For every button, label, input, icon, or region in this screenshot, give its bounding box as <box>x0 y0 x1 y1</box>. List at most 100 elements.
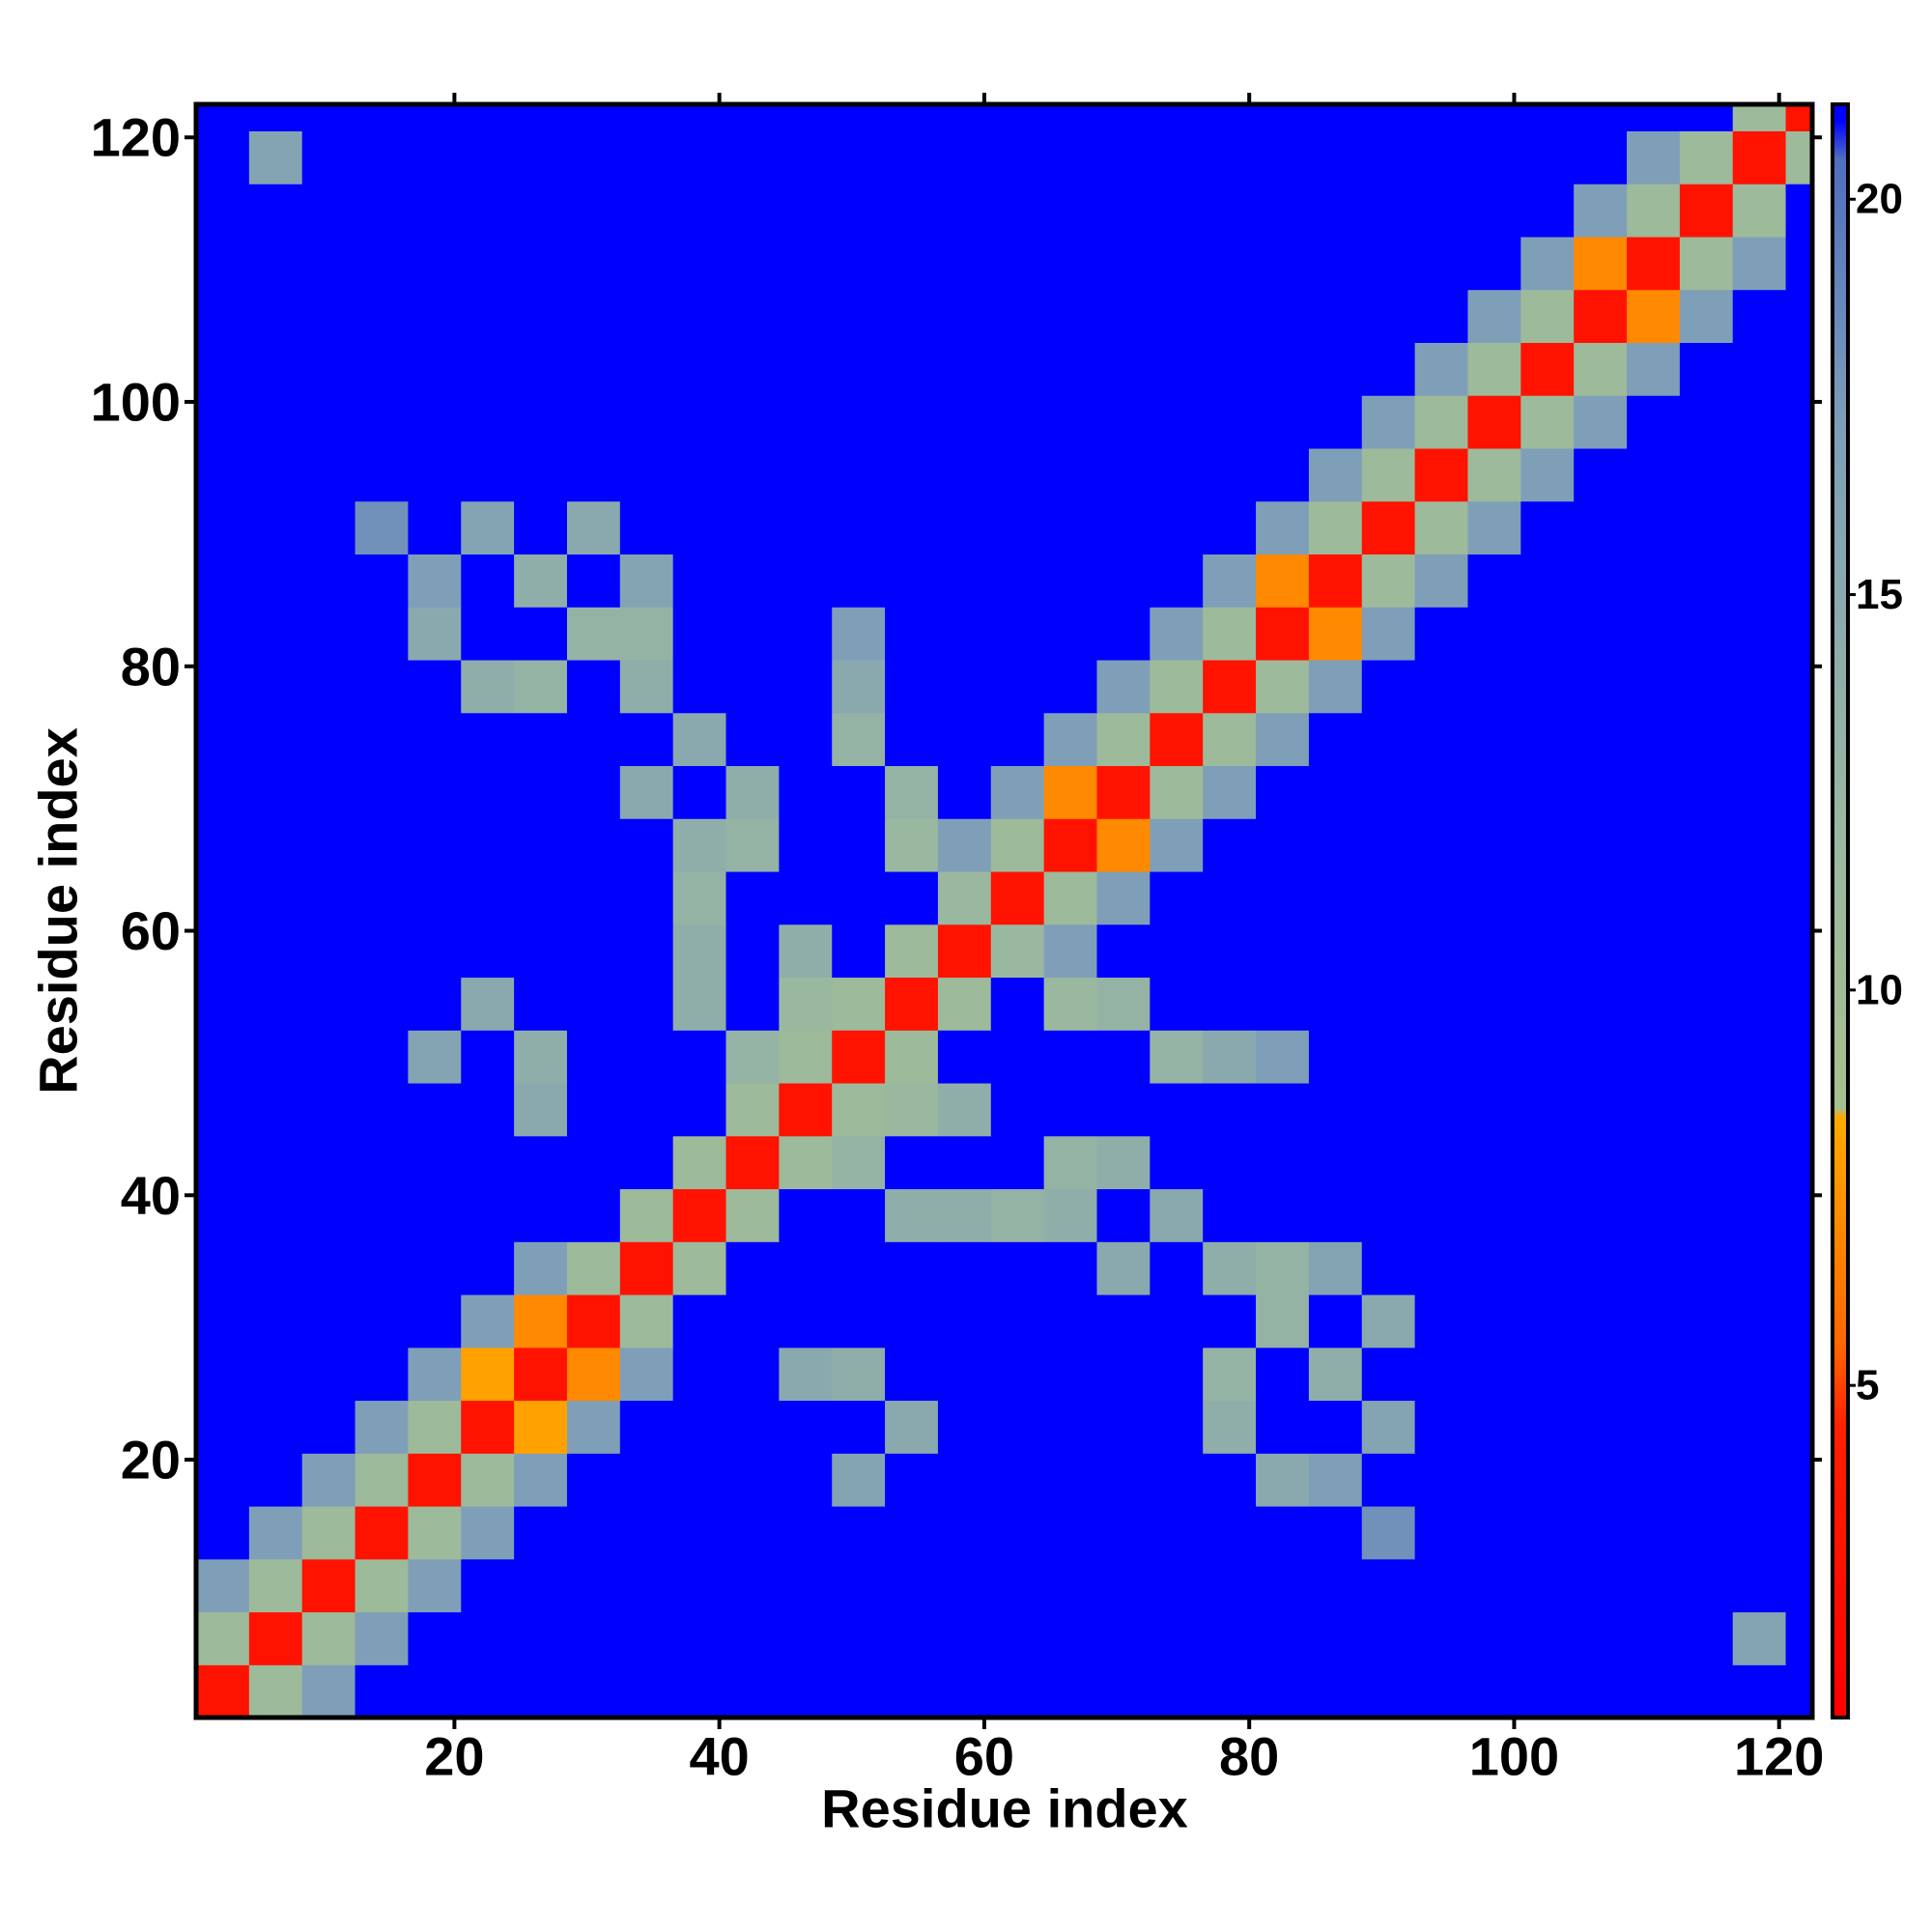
heatmap-cell <box>1308 1347 1363 1402</box>
heatmap-cell <box>619 1347 674 1402</box>
heatmap-cell <box>1414 923 1469 979</box>
heatmap-cell <box>408 1664 462 1719</box>
heatmap-cell <box>514 447 568 502</box>
heatmap-cell <box>196 1664 250 1719</box>
heatmap-cell <box>1679 923 1734 979</box>
heatmap-cell <box>885 607 939 661</box>
heatmap-cell <box>1520 1400 1575 1454</box>
heatmap-cell <box>1574 130 1628 185</box>
heatmap-cell <box>1150 1505 1204 1560</box>
heatmap-cell <box>301 1505 356 1560</box>
heatmap-cell <box>1520 1505 1575 1560</box>
heatmap-cell <box>832 289 886 343</box>
heatmap-cell <box>461 1241 515 1295</box>
heatmap-cell <box>1361 130 1416 185</box>
heatmap-cell <box>1574 236 1628 291</box>
heatmap-cell <box>1256 104 1310 131</box>
heatmap-cell <box>1732 765 1787 819</box>
heatmap-cell <box>1361 977 1416 1031</box>
heatmap-cell <box>619 447 674 502</box>
heatmap-cell <box>514 1558 568 1613</box>
heatmap-cell <box>248 1241 303 1295</box>
heatmap-cell <box>672 104 727 131</box>
heatmap-cell <box>1043 765 1098 819</box>
heatmap-cell <box>1467 1453 1521 1507</box>
heatmap-cell <box>1414 1241 1469 1295</box>
heatmap-cell <box>1256 184 1310 238</box>
heatmap-cell <box>408 818 462 872</box>
heatmap-cell <box>725 554 780 608</box>
heatmap-cell <box>248 342 303 396</box>
heatmap-cell <box>355 1505 410 1560</box>
heatmap-cell <box>566 818 621 872</box>
heatmap-cell <box>779 1400 833 1454</box>
heatmap-cell <box>832 1453 886 1507</box>
heatmap-cell <box>1203 1400 1257 1454</box>
heatmap-cell <box>1361 870 1416 925</box>
heatmap-cell <box>1627 1453 1681 1507</box>
heatmap-cell <box>1574 500 1628 555</box>
heatmap-cell <box>619 1082 674 1137</box>
heatmap-cell <box>566 1135 621 1190</box>
heatmap-cell <box>885 500 939 555</box>
colorbar <box>1831 102 1850 1719</box>
heatmap-cell <box>725 659 780 714</box>
heatmap-cell <box>1150 184 1204 238</box>
heatmap-cell <box>1256 1082 1310 1137</box>
heatmap-cell <box>1732 342 1787 396</box>
heatmap-cell <box>1414 1188 1469 1242</box>
heatmap-cell <box>301 1347 356 1402</box>
heatmap-cell <box>1256 1135 1310 1190</box>
heatmap-cell <box>1679 104 1734 131</box>
heatmap-cell <box>248 1400 303 1454</box>
heatmap-cell <box>779 554 833 608</box>
heatmap-cell <box>196 1611 250 1665</box>
heatmap-cell <box>1520 1611 1575 1665</box>
heatmap-cell <box>1785 818 1813 872</box>
heatmap-cell <box>301 1293 356 1349</box>
heatmap-cell <box>461 1400 515 1454</box>
heatmap-cell <box>1096 977 1151 1031</box>
heatmap-cell <box>885 104 939 131</box>
heatmap-cell <box>1520 184 1575 238</box>
heatmap-cell <box>1785 236 1813 291</box>
heatmap-cell <box>408 712 462 767</box>
heatmap-cell <box>461 1664 515 1719</box>
colorbar-tick-label: 20 <box>1856 176 1903 223</box>
heatmap-cell <box>990 1030 1045 1084</box>
heatmap-cell <box>248 1558 303 1613</box>
heatmap-cell <box>1467 607 1521 661</box>
heatmap-cell <box>1256 1347 1310 1402</box>
heatmap-cell <box>725 818 780 872</box>
heatmap-cell <box>1361 1241 1416 1295</box>
heatmap-cell <box>937 1400 992 1454</box>
heatmap-cell <box>1627 104 1681 131</box>
heatmap-cell <box>1732 184 1787 238</box>
heatmap-cell <box>1467 1135 1521 1190</box>
heatmap-cell <box>1096 1135 1151 1190</box>
heatmap-cell <box>672 395 727 449</box>
heatmap-cell <box>1096 289 1151 343</box>
heatmap-cell <box>1096 870 1151 925</box>
heatmap-cell <box>990 818 1045 872</box>
heatmap-cell <box>1627 236 1681 291</box>
heatmap-cell <box>248 818 303 872</box>
heatmap-cell <box>832 712 886 767</box>
heatmap-cell <box>566 500 621 555</box>
heatmap-cell <box>196 1558 250 1613</box>
heatmap-cell <box>248 1347 303 1402</box>
heatmap-cell <box>725 1505 780 1560</box>
heatmap-cell <box>619 1664 674 1719</box>
heatmap-cell <box>461 1611 515 1665</box>
heatmap-cell <box>1361 1082 1416 1137</box>
heatmap-cell <box>355 1347 410 1402</box>
heatmap-cell <box>832 977 886 1031</box>
heatmap-cell <box>1150 447 1204 502</box>
heatmap-cell <box>1627 977 1681 1031</box>
heatmap-cell <box>1150 1241 1204 1295</box>
heatmap-cell <box>1308 1664 1363 1719</box>
heatmap-cell <box>672 712 727 767</box>
heatmap-cell <box>1679 1611 1734 1665</box>
heatmap-cell <box>1256 1030 1310 1084</box>
heatmap-cell <box>1520 765 1575 819</box>
